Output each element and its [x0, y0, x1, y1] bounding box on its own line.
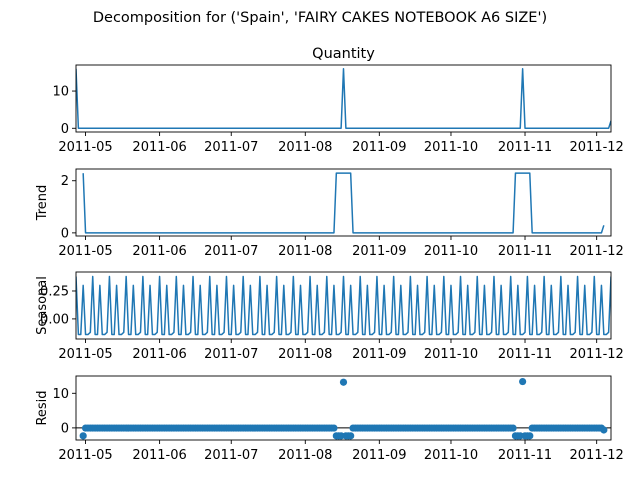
- x-tick-label: 2011-08: [278, 448, 332, 463]
- resid-point: [347, 432, 355, 440]
- x-tick-label: 2011-09: [352, 244, 406, 259]
- panel-trend: Trend 0 2 2011-05 2011-06 2011-07 2011-08 2011-…: [35, 168, 624, 259]
- axes-frame: [75, 64, 612, 133]
- x-tick-label: 2011-05: [58, 347, 112, 362]
- x-tick-label: 2011-07: [204, 140, 258, 155]
- y-axis-label: Seasonal: [35, 276, 50, 335]
- panel-title: Quantity: [312, 46, 375, 62]
- x-tick-label: 2011-10: [424, 244, 478, 259]
- x-tick-label: 2011-08: [278, 244, 332, 259]
- x-tick-label: 2011-06: [132, 448, 186, 463]
- x-tick-label: 2011-11: [498, 140, 552, 155]
- y-tick-label: 2: [61, 174, 69, 189]
- plot-area: [76, 377, 611, 440]
- panels-container: Quantity 0 10 2011-05 2011-06 2011-07 2011-08 2…: [35, 46, 624, 463]
- x-tick-label: 2011-08: [278, 140, 332, 155]
- x-tick-label: 2011-09: [352, 347, 406, 362]
- resid-point: [339, 378, 348, 386]
- x-tick-label: 2011-08: [278, 347, 332, 362]
- x-tick-label: 2011-07: [204, 244, 258, 259]
- x-tick-label: 2011-11: [498, 347, 552, 362]
- resid-point: [526, 432, 534, 440]
- x-tick-label: 2011-06: [132, 140, 186, 155]
- x-tick-label: 2011-05: [58, 244, 112, 259]
- plot-area: [82, 172, 605, 234]
- resid-point: [519, 377, 527, 386]
- series-line-trend: [82, 172, 605, 234]
- x-tick-label: 2011-12: [570, 244, 624, 259]
- x-tick-label: 2011-12: [570, 140, 624, 155]
- axes-frame: [75, 375, 612, 441]
- y-axis-label: Trend: [35, 185, 50, 222]
- x-tick-label: 2011-11: [498, 448, 552, 463]
- figure-suptitle: Decomposition for ('Spain', 'FAIRY CAKES…: [93, 10, 547, 26]
- series-line-observed: [76, 67, 611, 130]
- x-tick-label: 2011-12: [570, 448, 624, 463]
- resid-points: [79, 377, 608, 440]
- x-tick-label: 2011-10: [424, 448, 478, 463]
- y-tick-label: 0: [61, 421, 69, 436]
- y-tick-label: 0: [61, 122, 69, 137]
- x-tick-label: 2011-07: [204, 347, 258, 362]
- resid-point: [79, 432, 87, 440]
- axes-frame: [75, 271, 612, 340]
- x-tick-label: 2011-06: [132, 244, 186, 259]
- x-tick-label: 2011-05: [58, 448, 112, 463]
- y-tick-label: 0.00: [40, 312, 69, 327]
- panel-observed: Quantity 0 10 2011-05 2011-06 2011-07 2011-08 2…: [52, 46, 623, 155]
- series-line-seasonal: [76, 275, 611, 336]
- plot-area: [76, 275, 611, 336]
- panel-resid: Resid 0 10 2011-05 2011-06 2011-07 2011-08 2011…: [35, 375, 624, 463]
- y-tick-label: 0: [61, 226, 69, 241]
- x-tick-label: 2011-09: [352, 448, 406, 463]
- y-tick-label: 10: [52, 387, 69, 402]
- resid-point: [600, 426, 608, 434]
- x-tick-label: 2011-10: [424, 347, 478, 362]
- resid-point: [330, 424, 338, 432]
- plot-area: [76, 67, 611, 130]
- x-tick-label: 2011-05: [58, 140, 112, 155]
- axes-frame: [75, 168, 612, 237]
- x-tick-label: 2011-07: [204, 448, 258, 463]
- y-tick-label: 0.25: [40, 284, 69, 299]
- y-axis-label: Resid: [35, 390, 50, 425]
- x-tick-label: 2011-06: [132, 347, 186, 362]
- x-tick-label: 2011-12: [570, 347, 624, 362]
- y-tick-label: 10: [52, 85, 69, 100]
- x-tick-label: 2011-11: [498, 244, 552, 259]
- resid-point: [509, 424, 517, 432]
- x-tick-label: 2011-09: [352, 140, 406, 155]
- x-tick-label: 2011-10: [424, 140, 478, 155]
